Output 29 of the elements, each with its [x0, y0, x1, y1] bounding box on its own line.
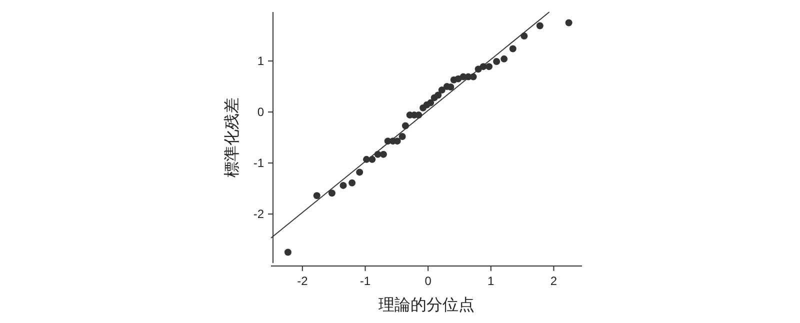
point	[486, 63, 493, 70]
point	[427, 99, 434, 106]
point	[509, 45, 516, 52]
point	[500, 55, 508, 62]
x-tick-label: 2	[550, 274, 558, 288]
point	[313, 192, 320, 200]
point	[493, 58, 500, 65]
point	[328, 190, 336, 197]
x-axis-title: 理論的分位点	[378, 296, 474, 314]
y-tick-label: 0	[257, 104, 264, 119]
point	[380, 150, 387, 158]
point	[356, 168, 364, 176]
x-tick-label: -1	[360, 274, 371, 288]
point	[447, 83, 454, 90]
point	[434, 92, 442, 99]
x-tick-label: 1	[488, 274, 495, 288]
x-tick-label: -2	[297, 274, 308, 288]
y-tick-label: -1	[253, 156, 264, 170]
x-tick-label: 0	[424, 274, 432, 288]
point	[398, 132, 406, 140]
y-axis-title: 標準化残差	[223, 98, 241, 178]
point	[340, 182, 347, 189]
y-tick-label: 1	[257, 54, 264, 68]
point	[536, 22, 544, 30]
point	[565, 19, 572, 26]
y-tick-label: -2	[253, 207, 264, 222]
point	[438, 86, 446, 94]
point	[348, 179, 356, 186]
point	[284, 248, 292, 256]
